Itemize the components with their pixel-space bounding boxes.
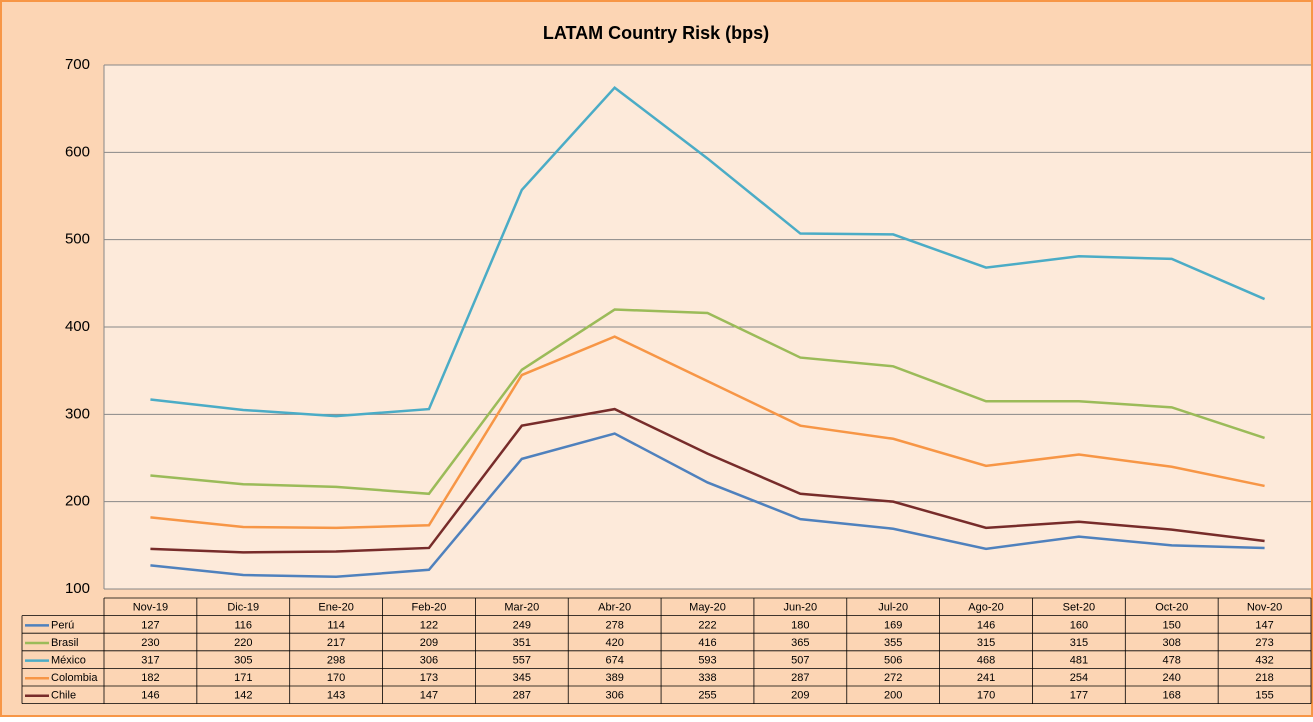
table-value: 171 — [234, 672, 252, 684]
table-value: 180 — [791, 619, 809, 631]
table-value: 220 — [234, 637, 252, 649]
table-value: 147 — [420, 690, 438, 702]
x-tick-label: Nov-19 — [133, 602, 168, 614]
table-value: 315 — [977, 637, 995, 649]
table-value: 306 — [420, 655, 438, 667]
table-value: 122 — [420, 619, 438, 631]
table-value: 416 — [698, 637, 716, 649]
table-value: 218 — [1255, 672, 1273, 684]
table-value: 674 — [605, 655, 623, 667]
table-value: 317 — [141, 655, 159, 667]
table-value: 127 — [141, 619, 159, 631]
table-value: 506 — [884, 655, 902, 667]
x-tick-label: Mar-20 — [504, 602, 539, 614]
table-value: 298 — [327, 655, 345, 667]
table-value: 114 — [327, 619, 345, 631]
x-tick-label: Ago-20 — [968, 602, 1003, 614]
table-value: 209 — [420, 637, 438, 649]
table-value: 345 — [513, 672, 531, 684]
table-value: 254 — [1070, 672, 1088, 684]
x-tick-label: Jun-20 — [784, 602, 818, 614]
y-tick-label: 500 — [65, 231, 90, 248]
table-value: 305 — [234, 655, 252, 667]
table-value: 355 — [884, 637, 902, 649]
y-tick-label: 100 — [65, 580, 90, 597]
table-value: 147 — [1255, 619, 1273, 631]
x-tick-label: Jul-20 — [878, 602, 908, 614]
table-value: 240 — [1163, 672, 1181, 684]
table-value: 351 — [513, 637, 531, 649]
table-value: 420 — [605, 637, 623, 649]
table-value: 230 — [141, 637, 159, 649]
table-value: 365 — [791, 637, 809, 649]
table-value: 249 — [513, 619, 531, 631]
y-tick-label: 200 — [65, 493, 90, 510]
x-tick-label: Nov-20 — [1247, 602, 1282, 614]
y-tick-label: 300 — [65, 405, 90, 422]
table-value: 278 — [605, 619, 623, 631]
table-value: 308 — [1163, 637, 1181, 649]
table-value: 338 — [698, 672, 716, 684]
table-value: 478 — [1163, 655, 1181, 667]
x-tick-label: Feb-20 — [412, 602, 447, 614]
table-value: 389 — [605, 672, 623, 684]
series-line — [150, 86, 1266, 418]
table-value: 146 — [141, 690, 159, 702]
x-tick-label: Oct-20 — [1155, 602, 1188, 614]
table-value: 593 — [698, 655, 716, 667]
table-value: 173 — [420, 672, 438, 684]
x-tick-label: Ene-20 — [318, 602, 353, 614]
x-tick-label: May-20 — [689, 602, 726, 614]
table-value: 170 — [977, 690, 995, 702]
series-line — [150, 432, 1265, 579]
y-tick-label: 700 — [65, 56, 90, 73]
table-value: 432 — [1255, 655, 1273, 667]
table-value: 169 — [884, 619, 902, 631]
series-line — [150, 335, 1265, 530]
legend-label: Brasil — [51, 637, 79, 649]
series-line — [150, 407, 1265, 554]
table-value: 168 — [1163, 690, 1181, 702]
x-tick-label: Abr-20 — [598, 602, 631, 614]
table-value: 150 — [1163, 619, 1181, 631]
table-value: 507 — [791, 655, 809, 667]
table-value: 306 — [605, 690, 623, 702]
table-value: 481 — [1070, 655, 1088, 667]
table-value: 217 — [327, 637, 345, 649]
legend-label: México — [51, 655, 86, 667]
table-value: 146 — [977, 619, 995, 631]
y-tick-label: 400 — [65, 318, 90, 335]
table-value: 209 — [791, 690, 809, 702]
table-value: 143 — [327, 690, 345, 702]
chart-title: LATAM Country Risk (bps) — [543, 23, 769, 43]
series-line — [150, 308, 1265, 496]
table-value: 315 — [1070, 637, 1088, 649]
table-value: 255 — [698, 690, 716, 702]
legend-label: Colombia — [51, 672, 98, 684]
y-tick-label: 600 — [65, 143, 90, 160]
table-value: 468 — [977, 655, 995, 667]
table-value: 273 — [1255, 637, 1273, 649]
table-value: 155 — [1255, 690, 1273, 702]
table-value: 241 — [977, 672, 995, 684]
table-value: 200 — [884, 690, 902, 702]
x-tick-label: Set-20 — [1063, 602, 1095, 614]
table-value: 160 — [1070, 619, 1088, 631]
table-value: 222 — [698, 619, 716, 631]
table-value: 557 — [513, 655, 531, 667]
legend-label: Chile — [51, 690, 76, 702]
table-value: 287 — [513, 690, 531, 702]
table-value: 182 — [141, 672, 159, 684]
table-value: 142 — [234, 690, 252, 702]
table-value: 116 — [234, 619, 252, 631]
x-tick-label: Dic-19 — [227, 602, 259, 614]
table-value: 170 — [327, 672, 345, 684]
legend-label: Perú — [51, 619, 74, 631]
table-value: 177 — [1070, 690, 1088, 702]
table-value: 272 — [884, 672, 902, 684]
table-value: 287 — [791, 672, 809, 684]
